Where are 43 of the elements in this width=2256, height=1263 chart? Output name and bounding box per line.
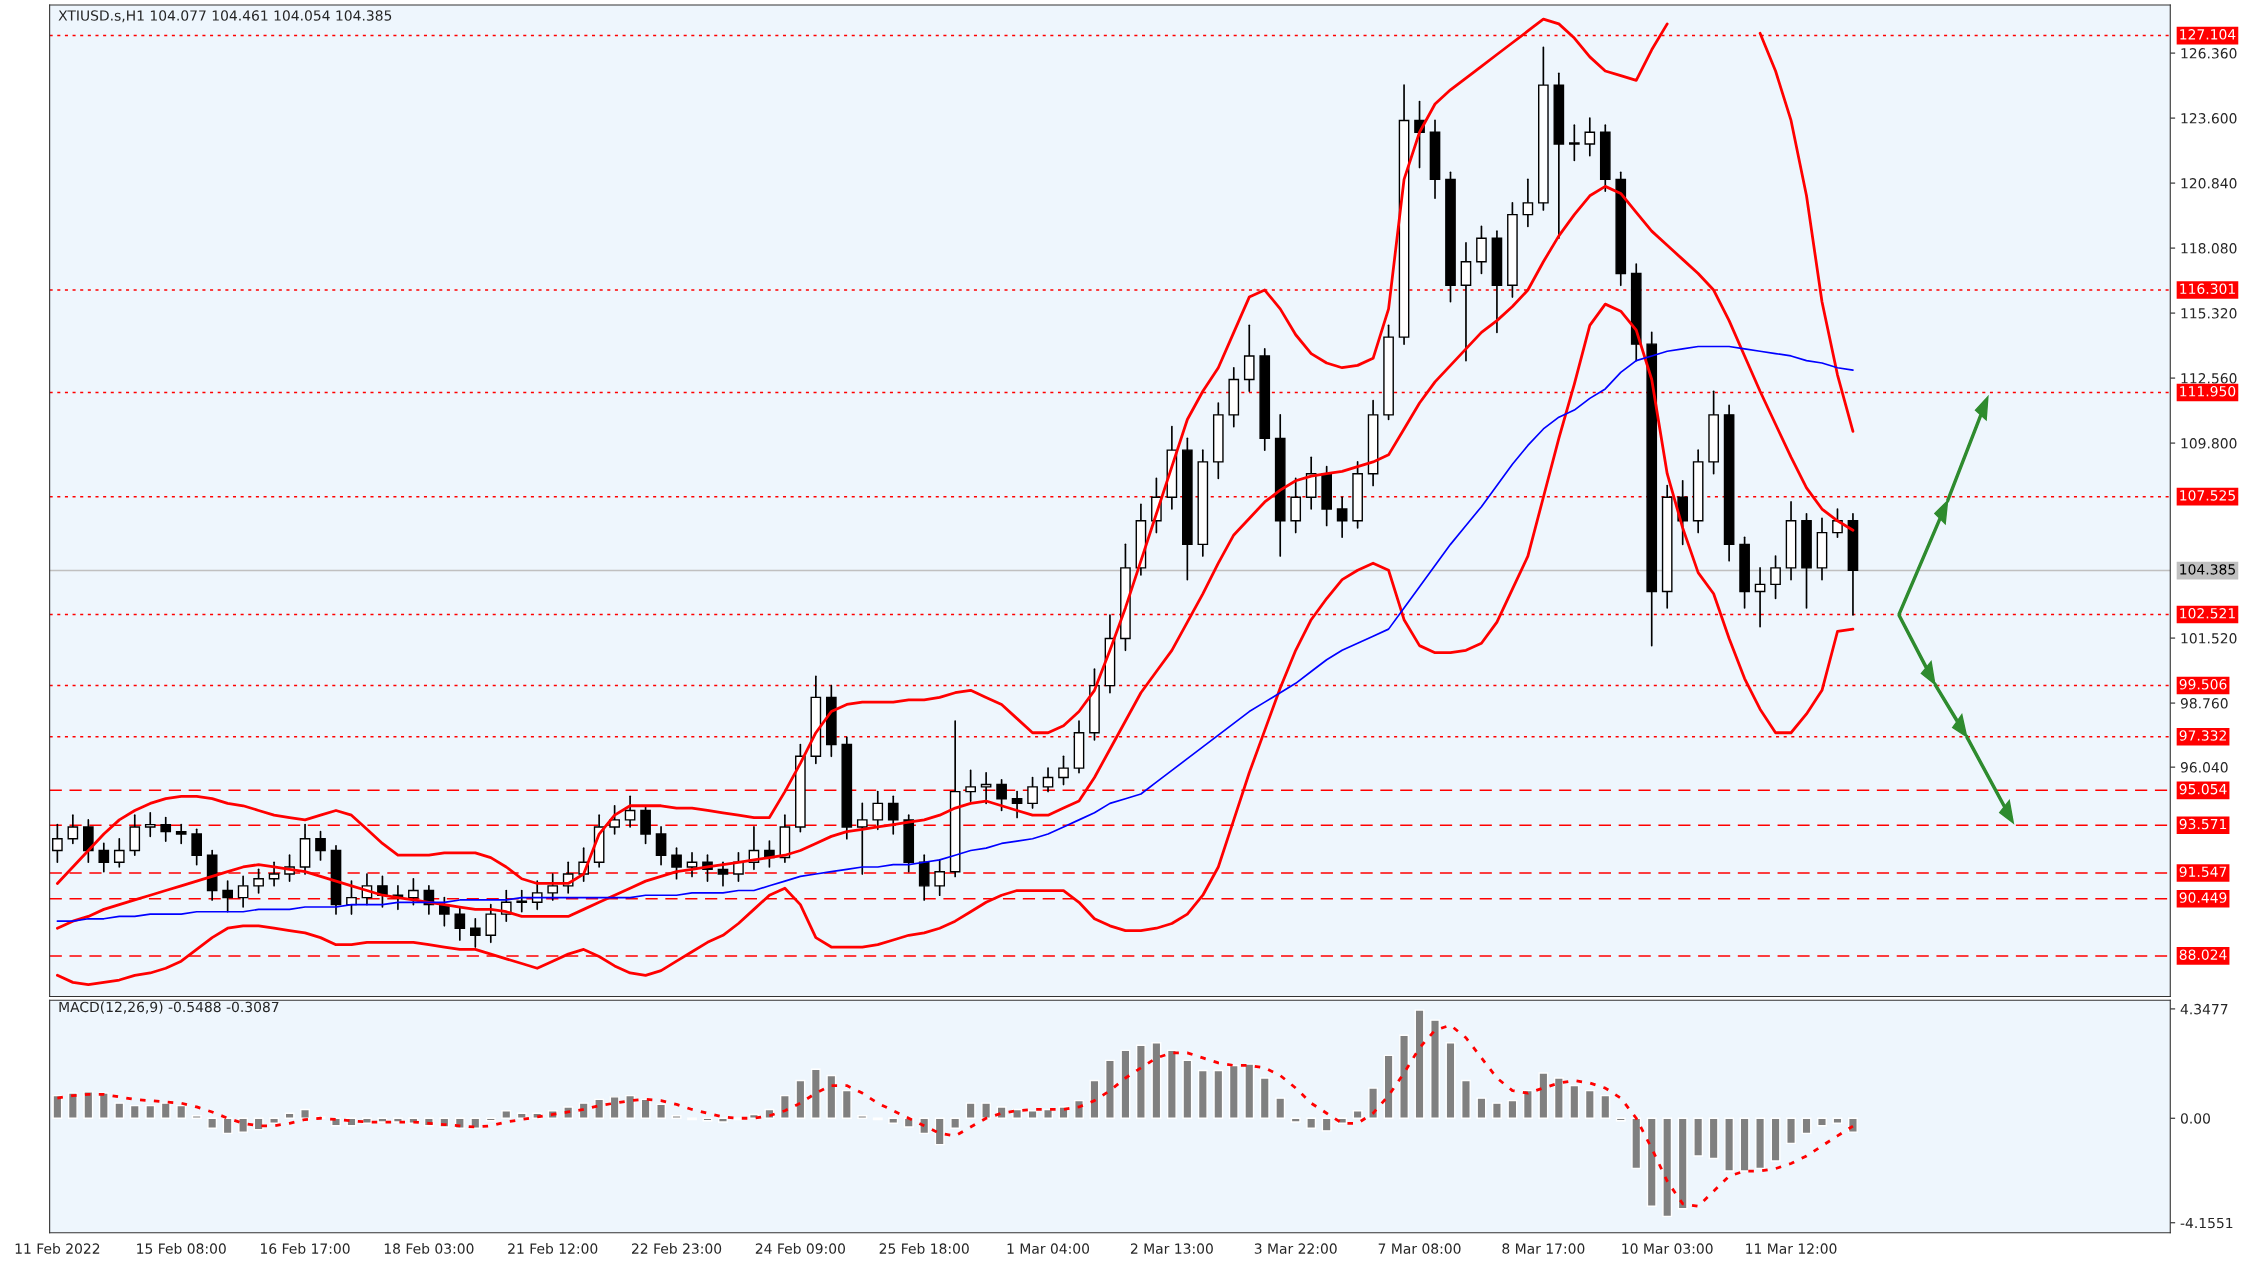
x-tick-label: 8 Mar 17:00 — [1502, 1243, 1585, 1254]
x-tick-label: 10 Mar 03:00 — [1622, 1243, 1713, 1254]
y-tick-label: 101.520 — [2181, 633, 2237, 644]
x-tick-label: 24 Feb 09:00 — [755, 1243, 845, 1254]
y-tick-label: 120.840 — [2181, 178, 2237, 189]
x-tick-label: 3 Mar 22:00 — [1254, 1243, 1337, 1254]
x-tick-label: 7 Mar 08:00 — [1378, 1243, 1461, 1254]
ref-line-label: 104.385 — [2180, 564, 2235, 575]
x-tick-label: 11 Mar 12:00 — [1746, 1243, 1837, 1254]
x-tick-label: 18 Feb 03:00 — [384, 1243, 474, 1254]
x-tick-label: 2 Mar 13:00 — [1130, 1243, 1213, 1254]
y-tick-label: 126.360 — [2181, 48, 2237, 59]
x-tick-label: 25 Feb 18:00 — [879, 1243, 969, 1254]
ref-line-label: 107.525 — [2180, 490, 2235, 501]
y-tick-label: -4.1551 — [2180, 1217, 2233, 1229]
y-tick-label: 115.320 — [2181, 308, 2237, 319]
y-tick-label: 98.760 — [2180, 698, 2228, 709]
x-tick-label: 16 Feb 17:00 — [261, 1243, 350, 1254]
ref-line-label: 99.506 — [2179, 679, 2227, 690]
ref-line-label: 93.571 — [2179, 818, 2227, 830]
ref-line-label: 111.950 — [2180, 385, 2236, 397]
y-tick-label: 0.00 — [2180, 1113, 2210, 1124]
ref-line-label: 95.054 — [2179, 783, 2227, 795]
ref-line-label: 97.332 — [2179, 730, 2226, 741]
ref-line-label: 116.301 — [2180, 283, 2235, 295]
y-tick-label: 112.560 — [2181, 373, 2237, 384]
y-tick-label: 4.3477 — [2180, 1003, 2228, 1015]
y-tick-label: 123.600 — [2181, 113, 2237, 124]
x-tick-label: 22 Feb 23:00 — [632, 1243, 722, 1254]
y-tick-label: 118.080 — [2181, 243, 2237, 254]
chart-title: XTIUSD.s,H1 104.077 104.461 104.054 104.385 — [58, 10, 392, 23]
ref-line-label: 127.104 — [2180, 29, 2236, 40]
y-tick-label: 96.040 — [2180, 762, 2228, 773]
ref-line-label: 90.449 — [2179, 892, 2227, 903]
y-tick-label: 109.800 — [2181, 438, 2237, 449]
chart-title: MACD(12,26,9) -0.5488 -0.3087 — [59, 1001, 279, 1014]
ref-line-label: 91.547 — [2179, 866, 2227, 877]
x-tick-label: 11 Feb 2022 — [15, 1243, 100, 1254]
x-tick-label: 15 Feb 08:00 — [137, 1243, 226, 1254]
ref-line-label: 102.521 — [2180, 608, 2235, 619]
x-tick-label: 21 Feb 12:00 — [508, 1243, 598, 1254]
x-tick-label: 1 Mar 04:00 — [1007, 1243, 1090, 1254]
ref-line-label: 88.024 — [2179, 949, 2227, 960]
